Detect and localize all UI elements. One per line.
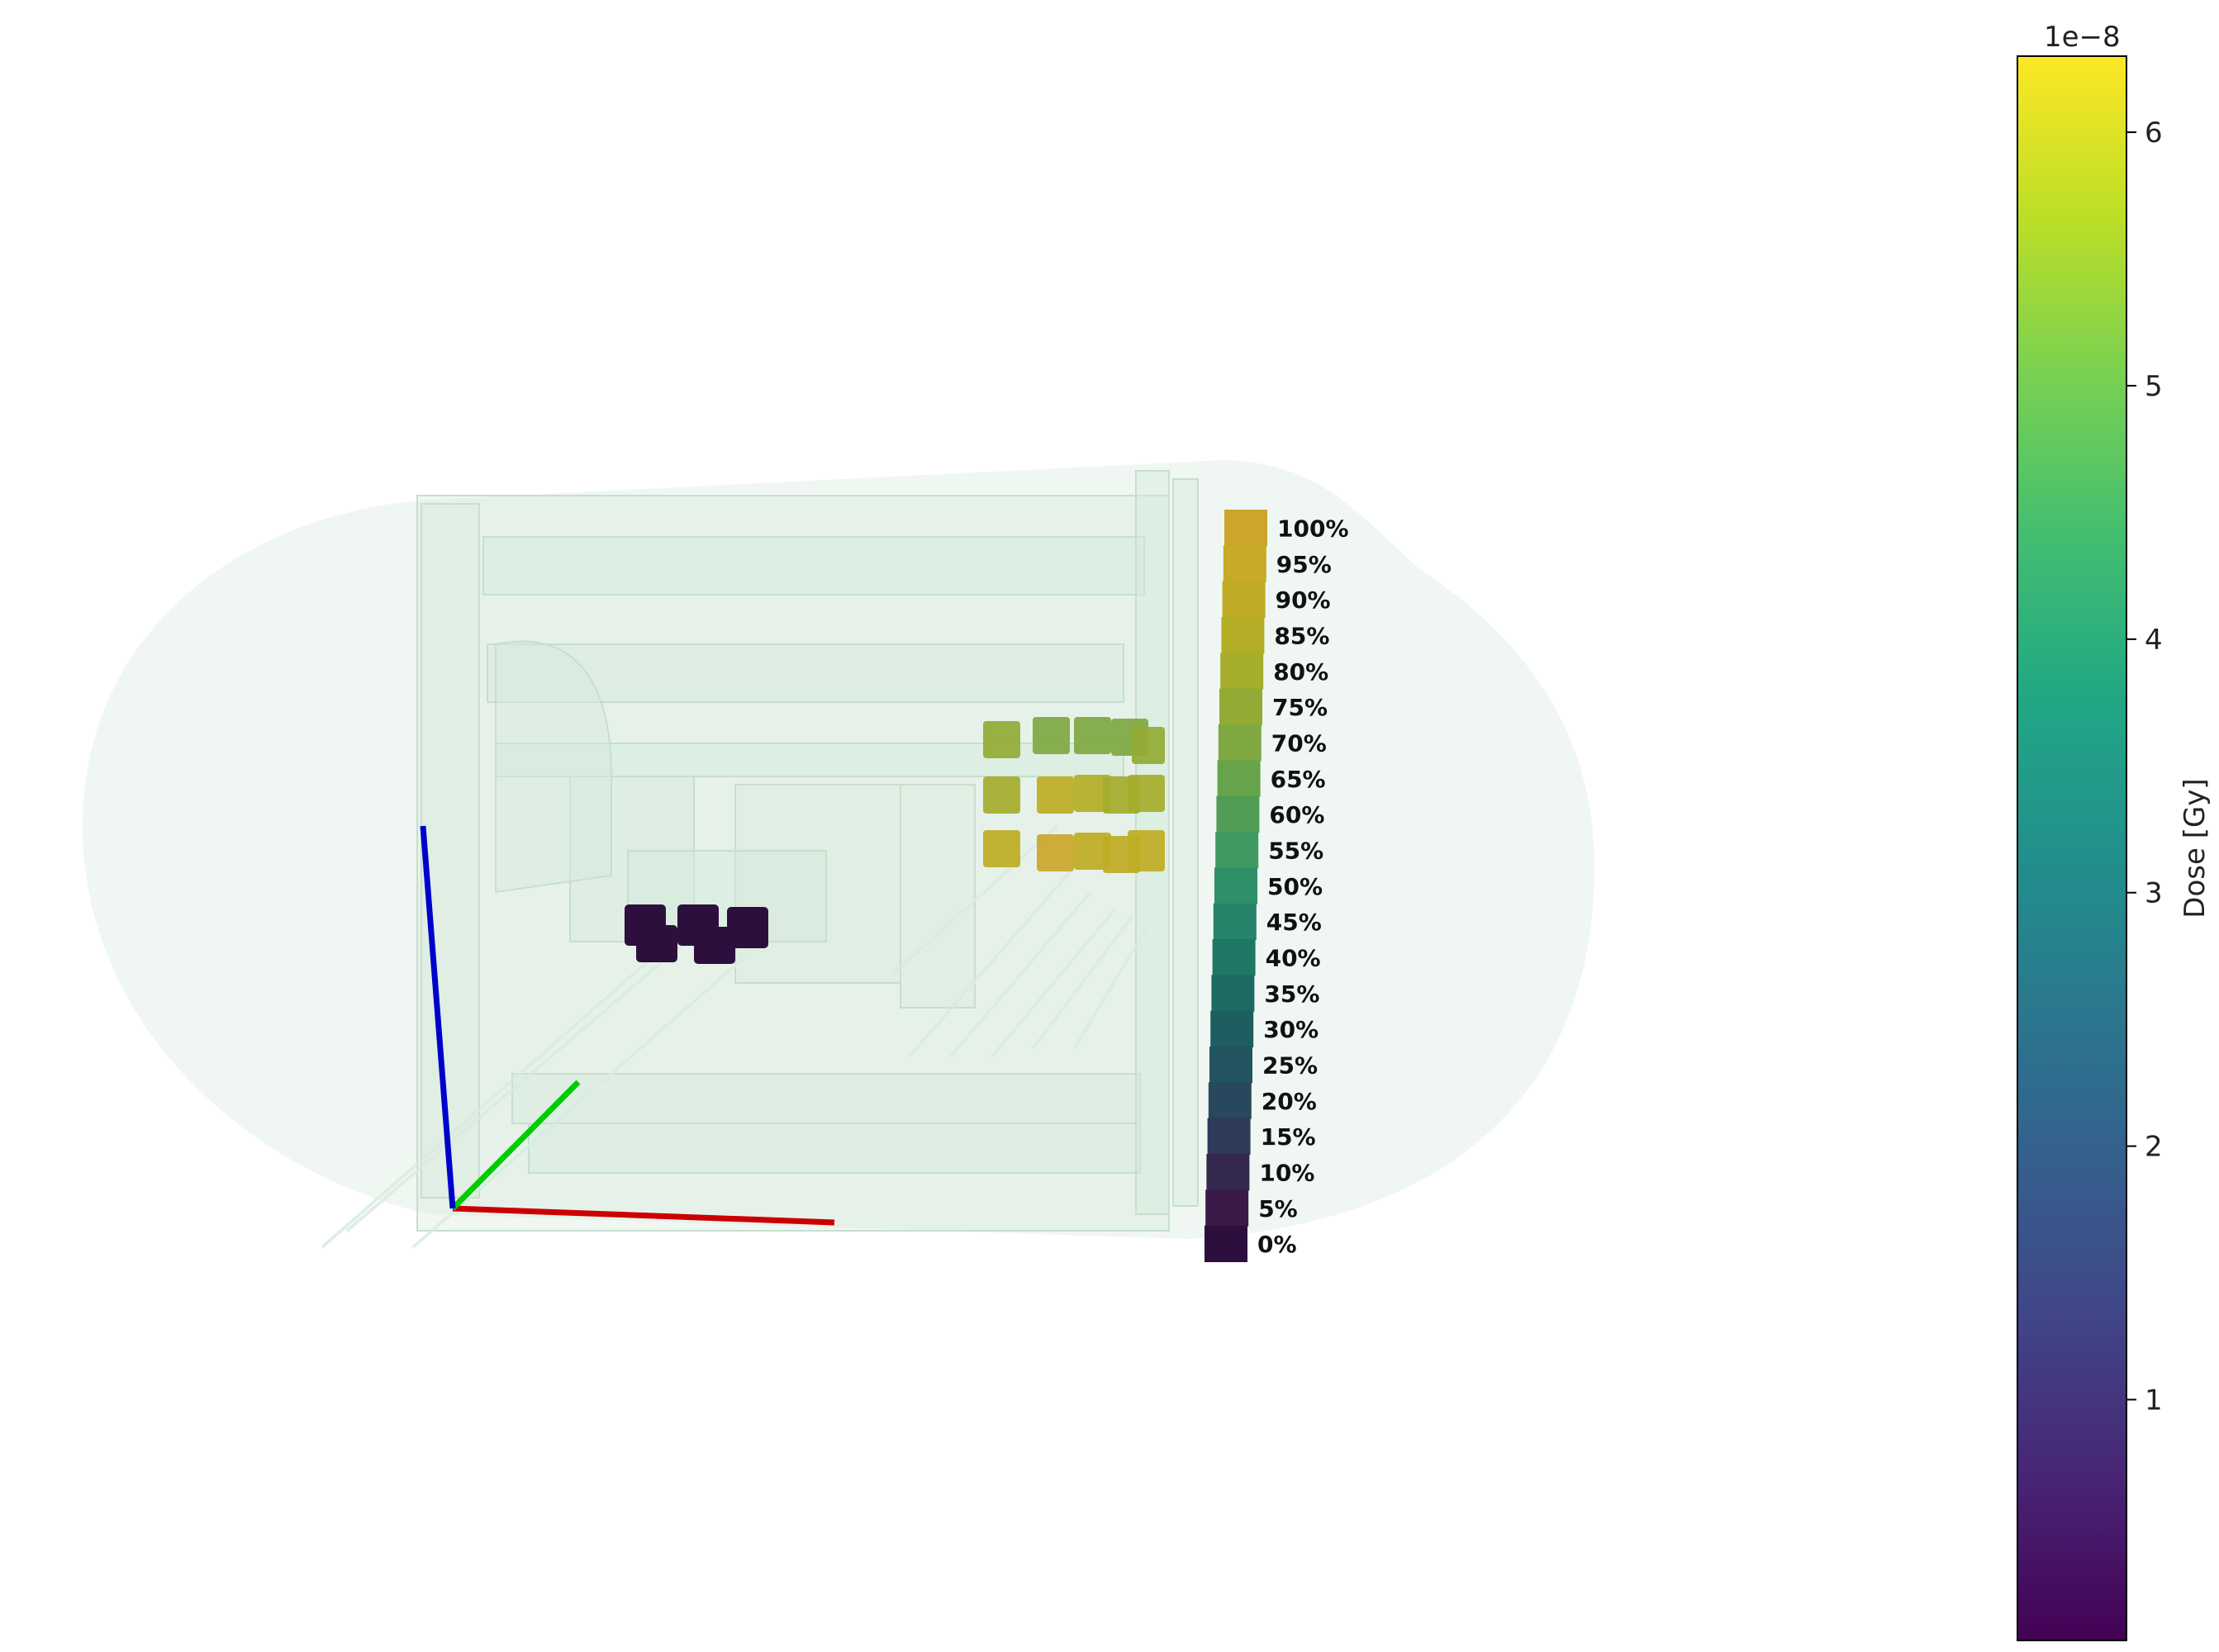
percent-legend-label: 75%: [1272, 694, 1328, 721]
percent-legend-swatch: [1224, 510, 1267, 547]
high-dose-voxel-cluster: [983, 717, 1165, 873]
percent-legend-label: 95%: [1276, 551, 1332, 578]
colorbar-tick-label: 1: [2145, 1384, 2163, 1417]
percent-legend-label: 30%: [1263, 1016, 1319, 1043]
axes-triad: [420, 825, 835, 1226]
percent-legend-swatch: [1223, 545, 1266, 582]
percent-legend-swatch: [1220, 653, 1264, 690]
percent-legend-label: 45%: [1266, 909, 1322, 936]
percent-legend-swatch: [1216, 795, 1260, 833]
z-axis-line: [420, 825, 456, 1209]
percent-legend-swatch: [1209, 1047, 1252, 1084]
percent-legend-label: 15%: [1261, 1123, 1316, 1151]
colorbar-tick-label: 6: [2145, 116, 2163, 150]
percent-legend-label: 65%: [1271, 766, 1326, 793]
percent-legend-swatch: [1212, 939, 1256, 976]
colorbar-tick-label: 3: [2145, 877, 2163, 910]
percent-legend-label: 5%: [1258, 1195, 1298, 1222]
percent-legend-swatch: [1213, 903, 1257, 940]
colorbar-axis-label: Dose [Gy]: [2179, 778, 2212, 918]
percent-legend-swatch: [1206, 1154, 1250, 1191]
percent-legend-label: 10%: [1259, 1160, 1314, 1187]
colorbar-tick-label: 2: [2145, 1131, 2163, 1164]
x-axis-line: [452, 1205, 835, 1226]
colorbar-ticks: 1 2 3 4 5 6: [2126, 116, 2163, 1417]
percent-legend-swatch: [1205, 1189, 1249, 1227]
percent-legend-label: 35%: [1264, 980, 1319, 1008]
percent-legend-swatch: [1222, 581, 1266, 618]
dose-colorbar: 1e−8 1 2 3 4 5 6 Dose [Gy]: [2017, 21, 2212, 1641]
percent-legend-label: 90%: [1276, 586, 1331, 614]
percent-legend-swatch: [1211, 975, 1255, 1012]
percent-legend-label: 50%: [1267, 873, 1323, 900]
percent-legend-label: 70%: [1271, 730, 1327, 757]
low-dose-voxel-cluster: [625, 904, 768, 964]
percent-legend-swatch: [1218, 724, 1262, 762]
percent-legend-label: 55%: [1268, 838, 1323, 865]
colorbar-exponent: 1e−8: [2044, 21, 2121, 54]
colorbar-tick-label: 4: [2145, 624, 2163, 657]
percent-legend: 100% 95% 90% 85% 80% 75% 70% 65% 60% 55% 50% 45% 40%…: [1205, 510, 1349, 1262]
percent-legend-swatch: [1207, 1118, 1251, 1155]
percent-legend-label: 85%: [1274, 623, 1329, 650]
percent-legend-swatch: [1214, 867, 1257, 904]
percent-legend-label: 80%: [1273, 658, 1328, 686]
y-axis-line: [450, 1080, 581, 1211]
percent-legend-swatch: [1210, 1010, 1254, 1047]
percent-legend-label: 40%: [1266, 945, 1321, 972]
percent-legend-swatch: [1217, 760, 1261, 797]
percent-legend-swatch: [1205, 1225, 1247, 1262]
beam-lines: [321, 824, 1150, 1249]
colorbar-gradient: [2017, 55, 2127, 1641]
percent-legend-label: 20%: [1262, 1088, 1317, 1115]
percent-legend-label: 100%: [1277, 515, 1349, 543]
percent-legend-swatch: [1221, 617, 1265, 654]
percent-legend-swatch: [1215, 832, 1259, 869]
percent-legend-swatch: [1208, 1082, 1252, 1119]
percent-legend-label: 25%: [1262, 1052, 1318, 1080]
percent-legend-label: 0%: [1257, 1231, 1297, 1258]
percent-legend-swatch: [1219, 688, 1262, 725]
colorbar-tick-label: 5: [2145, 370, 2163, 403]
percent-legend-label: 60%: [1269, 801, 1324, 828]
